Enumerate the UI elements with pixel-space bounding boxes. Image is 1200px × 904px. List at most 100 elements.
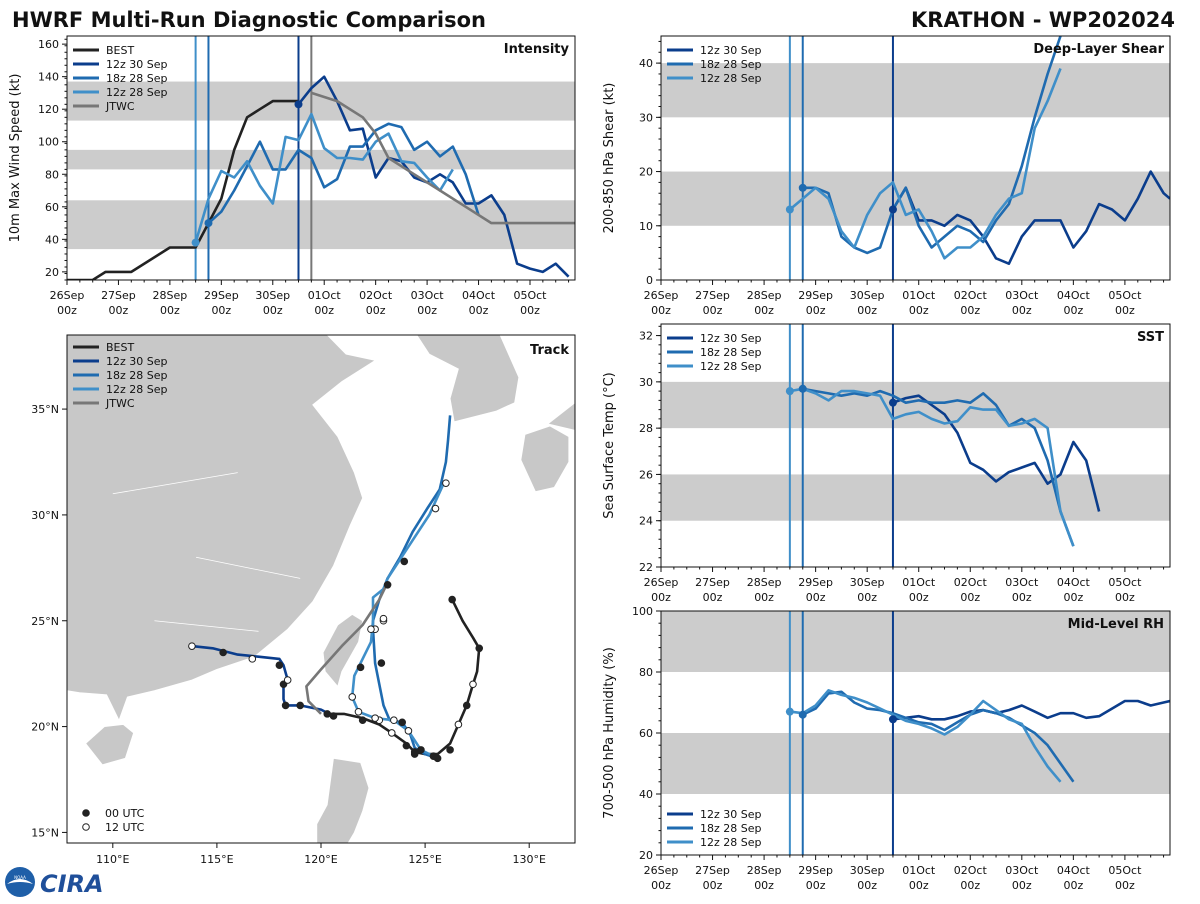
- y-tick-label: 28: [639, 422, 653, 435]
- track-point-12utc: [469, 680, 477, 689]
- x-tick-label: 00z: [1012, 591, 1032, 604]
- threshold-band: [661, 381, 1170, 429]
- x-tick-label: 27Sep: [101, 289, 136, 302]
- legend-label: JTWC: [105, 397, 135, 410]
- x-tick-label: 01Oct: [308, 289, 342, 302]
- series-line-run_18z28: [207, 122, 480, 225]
- x-tick-label: 28Sep: [747, 864, 782, 877]
- rh-panel: 20 40 60 80 100 26Sep 00z 27Sep 00z 28Sep 00z 29Sep…: [602, 605, 1171, 892]
- track-point-00utc: [462, 701, 471, 710]
- init-point-marker: [204, 219, 213, 228]
- init-point-marker: [798, 710, 807, 719]
- x-tick-label: 05Oct: [1108, 864, 1142, 877]
- marker-legend-label: 00 UTC: [105, 807, 145, 820]
- axes-frame: [660, 35, 1171, 281]
- y-tick-label: 26: [639, 468, 653, 481]
- lon-tick-label: 115°E: [200, 853, 233, 866]
- marker-legend-12utc: [82, 823, 90, 831]
- track-point-00utc: [329, 712, 338, 720]
- legend-label: 12z 30 Sep: [106, 355, 168, 368]
- x-tick-label: 05Oct: [513, 289, 547, 302]
- x-tick-label: 04Oct: [462, 289, 496, 302]
- x-tick-label: 01Oct: [902, 576, 936, 589]
- legend-label: 12z 30 Sep: [700, 332, 762, 345]
- y-tick-label: 20: [639, 166, 653, 179]
- x-tick-label: 29Sep: [798, 864, 833, 877]
- x-tick-label: 29Sep: [798, 576, 833, 589]
- x-tick-label: 00z: [651, 879, 671, 892]
- panel-title: Intensity: [504, 42, 570, 57]
- series-group: [67, 75, 575, 280]
- x-tick-label: 28Sep: [747, 289, 782, 302]
- threshold-band: [661, 474, 1170, 521]
- axes-frame: [66, 35, 576, 281]
- x-tick-label: 00z: [909, 304, 929, 317]
- lon-tick-label: 125°E: [408, 853, 441, 866]
- track-point-00utc: [219, 648, 227, 657]
- x-tick-label: 00z: [109, 304, 129, 317]
- series-line-run_18z28: [802, 387, 1075, 547]
- init-point-marker: [191, 238, 200, 247]
- landmass-mainland-china: [67, 335, 377, 722]
- x-tick-label: 00z: [754, 304, 774, 317]
- y-tick-label: 100: [632, 605, 653, 618]
- init-point-marker: [798, 384, 807, 393]
- x-tick-label: 00z: [703, 591, 723, 604]
- track-point-00utc: [417, 746, 425, 754]
- marker-legend-label: 12 UTC: [105, 821, 145, 834]
- x-tick-label: 00z: [651, 304, 671, 317]
- x-tick-label: 02Oct: [954, 576, 988, 589]
- axes-frame: [660, 323, 1171, 568]
- lat-tick-label: 35°N: [31, 403, 59, 416]
- track-point-12utc: [387, 729, 396, 737]
- track-point-00utc: [296, 701, 304, 710]
- x-tick-label: 00z: [909, 591, 929, 604]
- x-tick-label: 00z: [469, 304, 489, 317]
- init-point-marker: [888, 398, 897, 407]
- x-tick-label: 00z: [754, 591, 774, 604]
- x-tick-label: 26Sep: [50, 289, 85, 302]
- x-tick-label: 00z: [960, 879, 980, 892]
- track-point-00utc: [358, 716, 367, 725]
- landmass-japan-kyushu: [520, 425, 570, 493]
- x-tick-label: 00z: [417, 304, 437, 317]
- legend-label: 12z 28 Sep: [106, 383, 168, 396]
- legend-label: 12z 28 Sep: [106, 86, 168, 99]
- threshold-band: [661, 733, 1170, 794]
- y-tick-label: 40: [639, 57, 653, 70]
- threshold-band: [661, 63, 1170, 118]
- x-tick-label: 01Oct: [902, 864, 936, 877]
- init-point-marker: [888, 715, 897, 724]
- y-tick-label: 60: [45, 201, 59, 214]
- province-border: [112, 472, 238, 495]
- x-tick-label: 29Sep: [204, 289, 239, 302]
- series-line-run_12z30: [891, 170, 1170, 266]
- y-tick-label: 10: [639, 220, 653, 233]
- x-tick-label: 28Sep: [747, 576, 782, 589]
- x-tick-label: 00z: [314, 304, 334, 317]
- y-axis-label: Sea Surface Temp (°C): [602, 372, 617, 519]
- threshold-band: [67, 149, 575, 170]
- y-tick-label: 160: [38, 38, 59, 51]
- x-tick-label: 00z: [520, 304, 540, 317]
- track-panel: 110°E 115°E 120°E 125°E 130°E 15°N 20°N 25°N 30°…: [31, 334, 576, 866]
- track-point-00utc: [400, 557, 409, 566]
- series-line-run_12z28: [789, 68, 1062, 260]
- x-tick-label: 00z: [703, 879, 723, 892]
- track-point-12utc: [348, 693, 357, 701]
- series-line-run_12z28: [789, 387, 1075, 547]
- track-point-00utc: [383, 580, 392, 589]
- x-tick-label: 00z: [263, 304, 283, 317]
- x-tick-label: 00z: [806, 304, 826, 317]
- legend-label: 12z 28 Sep: [700, 72, 762, 85]
- init-point-marker: [785, 707, 794, 716]
- panel-title: Mid-Level RH: [1068, 617, 1164, 632]
- noaa-gull-icon: [7, 879, 33, 884]
- x-tick-label: 02Oct: [954, 864, 988, 877]
- threshold-band: [661, 611, 1170, 672]
- y-tick-label: 22: [639, 561, 653, 574]
- track-point-12utc: [248, 655, 257, 663]
- track-point-00utc: [429, 752, 438, 761]
- landmass-japan-honshu: [546, 402, 575, 431]
- legend-label: 12z 28 Sep: [700, 360, 762, 373]
